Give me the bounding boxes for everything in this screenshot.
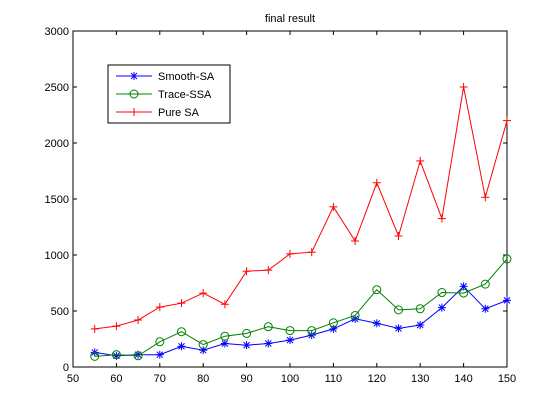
data-point-smooth-sa bbox=[438, 304, 446, 312]
x-tick-label: 50 bbox=[67, 373, 79, 385]
legend: Smooth-SA Trace-SSA Pure SA bbox=[108, 65, 230, 123]
data-point-smooth-sa bbox=[373, 319, 381, 327]
x-tick-label: 110 bbox=[325, 373, 343, 385]
x-tick-label: 150 bbox=[498, 373, 516, 385]
x-tick-label: 90 bbox=[240, 373, 252, 385]
y-tick-label: 0 bbox=[63, 362, 69, 374]
data-point-smooth-sa bbox=[243, 341, 251, 349]
data-point-smooth-sa bbox=[156, 351, 164, 359]
data-point-smooth-sa bbox=[416, 321, 424, 329]
y-tick-label: 2000 bbox=[45, 138, 69, 150]
x-tick-label: 60 bbox=[110, 373, 122, 385]
data-point-smooth-sa bbox=[481, 305, 489, 313]
x-tick-label: 100 bbox=[281, 373, 299, 385]
y-tick-label: 3000 bbox=[45, 26, 69, 38]
y-tick-label: 1500 bbox=[45, 194, 69, 206]
x-tick-label: 80 bbox=[197, 373, 209, 385]
y-tick-label: 500 bbox=[51, 306, 69, 318]
x-tick-label: 140 bbox=[454, 373, 472, 385]
x-tick-label: 70 bbox=[154, 373, 166, 385]
x-tick-label: 120 bbox=[368, 373, 386, 385]
legend-label-pure-sa: Pure SA bbox=[158, 107, 200, 119]
data-point-smooth-sa bbox=[286, 336, 294, 344]
y-tick-label: 1000 bbox=[45, 250, 69, 262]
data-point-smooth-sa bbox=[395, 324, 403, 332]
x-tick-label: 130 bbox=[411, 373, 429, 385]
legend-marker-smooth-sa bbox=[130, 72, 138, 80]
y-tick-label: 2500 bbox=[45, 82, 69, 94]
data-point-smooth-sa bbox=[178, 342, 186, 350]
data-point-smooth-sa bbox=[264, 339, 272, 347]
legend-label-trace-ssa: Trace-SSA bbox=[158, 89, 212, 101]
data-point-smooth-sa bbox=[503, 296, 511, 304]
legend-label-smooth-sa: Smooth-SA bbox=[158, 71, 215, 83]
chart-title: final result bbox=[265, 13, 315, 25]
